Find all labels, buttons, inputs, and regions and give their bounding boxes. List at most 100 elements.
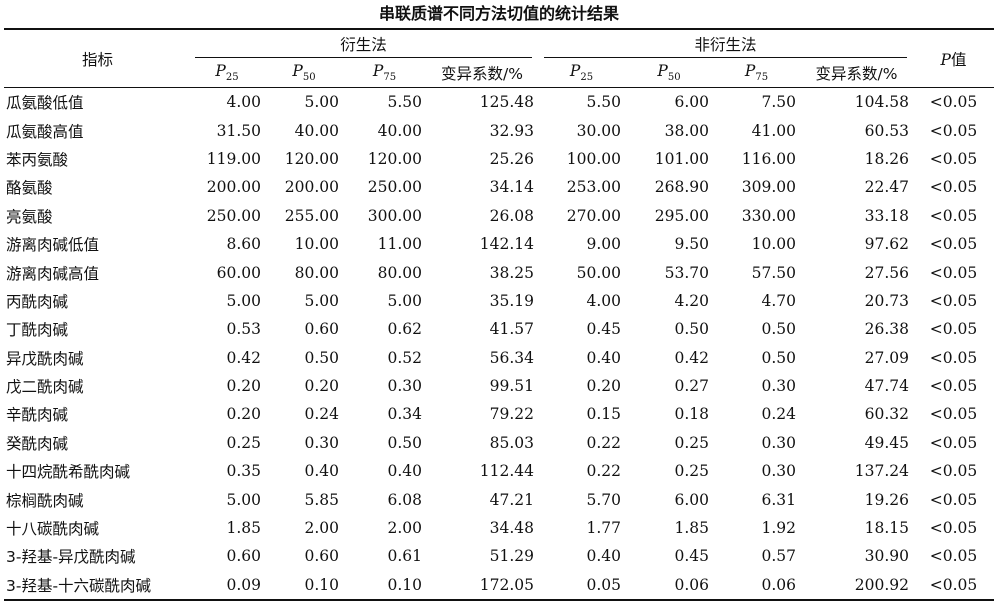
table-row: 戊二酰肉碱 0.20 0.20 0.30 99.51 0.20 0.27 0.30 47.74 <… [4,372,994,400]
derivatized-p25-cell: 4.00 [226,93,261,112]
pvalue-cell: <0.05 [929,121,978,140]
table-body: 瓜氨酸低值 4.00 5.00 5.50 125.48 5.50 6.00 7.50 104.5… [4,88,995,602]
non-derivatized-p75-cell: 0.24 [761,405,797,424]
non-derivatized-p75-cell: 309.00 [741,178,797,197]
derivatized-p25-cell: 60.00 [216,263,261,282]
non-derivatized-p75-cell: 0.50 [761,320,797,339]
d-p50-letter: P [292,61,303,80]
non-derivatized-p25-cell: 9.00 [586,235,622,254]
d-p50-sub: 50 [302,72,316,84]
non-derivatized-group-header: 非衍生法 [538,29,913,58]
derivatized-p50-cell: 0.30 [304,433,339,452]
indicator-cell: 癸酰肉碱 [6,434,69,453]
non-derivatized-cv-cell: 27.56 [864,263,910,282]
pvalue-cell: <0.05 [929,405,978,424]
d-p75-sub: 75 [383,72,397,84]
derivatized-p75-cell: 5.50 [387,93,422,112]
derivatized-cv-cell: 25.26 [489,149,535,168]
non-derivatized-p25-cell: 4.00 [586,291,622,310]
pvalue-cell: <0.05 [929,178,978,197]
non-derivatized-cv-cell: 18.26 [864,149,910,168]
non-derivatized-p75-cell: 7.50 [761,93,797,112]
table-row: 苯丙氨酸 119.00 120.00 120.00 25.26 100.00 101.00 1… [4,145,994,173]
indicator-cell: 亮氨酸 [6,207,53,226]
derivatized-cv-cell: 35.19 [489,291,535,310]
pvalue-cell: <0.05 [929,263,978,282]
indicator-cell: 3-羟基-异戊酰肉碱 [6,548,136,567]
derivatized-p25-cell: 8.60 [226,235,261,254]
derivatized-p50-cell: 0.10 [265,570,343,602]
derivatized-p25-cell: 0.35 [226,462,261,481]
non-derivatized-cv-cell: 30.90 [864,547,910,566]
derivatized-p50-cell: 2.00 [304,519,339,538]
d-cv-header: 变异系数/% [426,58,539,88]
derivatized-p75-cell: 6.08 [387,490,422,509]
d-p75-letter: P [372,61,384,80]
n-p50-letter: P [657,61,668,80]
derivatized-p75-cell: 80.00 [377,263,422,282]
derivatized-p25-cell: 0.20 [226,405,261,424]
non-derivatized-p25-cell: 253.00 [566,178,622,197]
derivatized-cv-cell: 56.34 [489,348,535,367]
table-row: 丙酰肉碱 5.00 5.00 5.00 35.19 4.00 4.20 4.70 20.73 <0… [4,287,994,315]
derivatized-cv-cell: 34.14 [489,178,535,197]
derivatized-cv-cell: 32.93 [489,121,535,140]
indicator-cell: 异戊酰肉碱 [6,349,84,368]
derivatized-p75-cell: 0.61 [387,547,422,566]
derivatized-group-header: 衍生法 [189,29,538,58]
non-derivatized-p25-cell: 1.77 [586,519,622,538]
derivatized-cv-cell: 38.25 [489,263,535,282]
non-derivatized-p50-cell: 4.20 [674,291,710,310]
non-derivatized-p75-cell: 0.30 [761,433,797,452]
derivatized-p25-cell: 250.00 [206,206,261,225]
n-p75-header: P75 [713,58,801,88]
derivatized-p50-cell: 0.60 [304,547,339,566]
non-derivatized-p25-cell: 0.05 [538,570,626,602]
non-derivatized-p50-cell: 0.42 [674,348,710,367]
non-derivatized-p75-cell: 0.30 [761,462,797,481]
non-derivatized-p25-cell: 50.00 [576,263,622,282]
derivatized-cv-cell: 172.05 [426,570,539,602]
pvalue-cell: <0.05 [913,570,995,602]
derivatized-p25-cell: 0.60 [226,547,261,566]
non-derivatized-p25-cell: 0.40 [586,547,622,566]
derivatized-p75-cell: 11.00 [377,235,422,254]
indicator-cell: 酪氨酸 [6,179,53,198]
pvalue-cell: <0.05 [929,462,978,481]
table-row: 瓜氨酸高值 31.50 40.00 40.00 32.93 30.00 38.00 41.00… [4,116,994,144]
non-derivatized-p75-cell: 0.30 [761,377,797,396]
derivatized-p75-cell: 2.00 [387,519,422,538]
non-derivatized-p25-cell: 5.70 [586,490,622,509]
non-derivatized-cv-cell: 27.09 [864,348,910,367]
non-derivatized-p75-cell: 1.92 [761,519,797,538]
non-derivatized-p25-cell: 0.45 [586,320,622,339]
non-derivatized-p50-cell: 9.50 [674,235,710,254]
derivatized-p75-cell: 0.52 [387,348,422,367]
d-p75-header: P75 [343,58,426,88]
non-derivatized-p75-cell: 0.06 [713,570,801,602]
non-derivatized-p25-cell: 0.15 [586,405,622,424]
indicator-cell: 游离肉碱高值 [6,264,100,283]
n-p50-header: P50 [625,58,714,88]
derivatized-p50-cell: 0.24 [304,405,339,424]
non-derivatized-cv-cell: 33.18 [864,206,910,225]
derivatized-p75-cell: 0.40 [387,462,422,481]
pvalue-cell: <0.05 [929,433,978,452]
derivatized-cv-cell: 34.48 [489,519,535,538]
non-derivatized-cv-cell: 26.38 [864,320,910,339]
derivatized-cv-cell: 41.57 [489,320,535,339]
derivatized-p75-cell: 40.00 [377,121,422,140]
table-row: 3-羟基-异戊酰肉碱 0.60 0.60 0.61 51.29 0.40 0.45 0.57 3… [4,542,994,570]
non-derivatized-p25-cell: 0.20 [586,377,622,396]
pvalue-cell: <0.05 [929,93,978,112]
table-row: 游离肉碱高值 60.00 80.00 80.00 38.25 50.00 53.70 57.5… [4,258,994,286]
derivatized-p50-cell: 0.20 [304,377,339,396]
derivatized-p25-cell: 0.53 [226,320,261,339]
non-derivatized-cv-cell: 20.73 [864,291,910,310]
table-row: 3-羟基-十六碳酰肉碱 0.09 0.10 0.10 172.05 0.05 0.06 0.0… [4,570,995,602]
non-derivatized-p50-cell: 101.00 [654,149,710,168]
derivatized-p50-cell: 40.00 [294,121,339,140]
non-derivatized-cv-cell: 104.58 [854,93,910,112]
non-derivatized-cv-cell: 60.32 [864,405,910,424]
derivatized-cv-cell: 85.03 [489,433,535,452]
